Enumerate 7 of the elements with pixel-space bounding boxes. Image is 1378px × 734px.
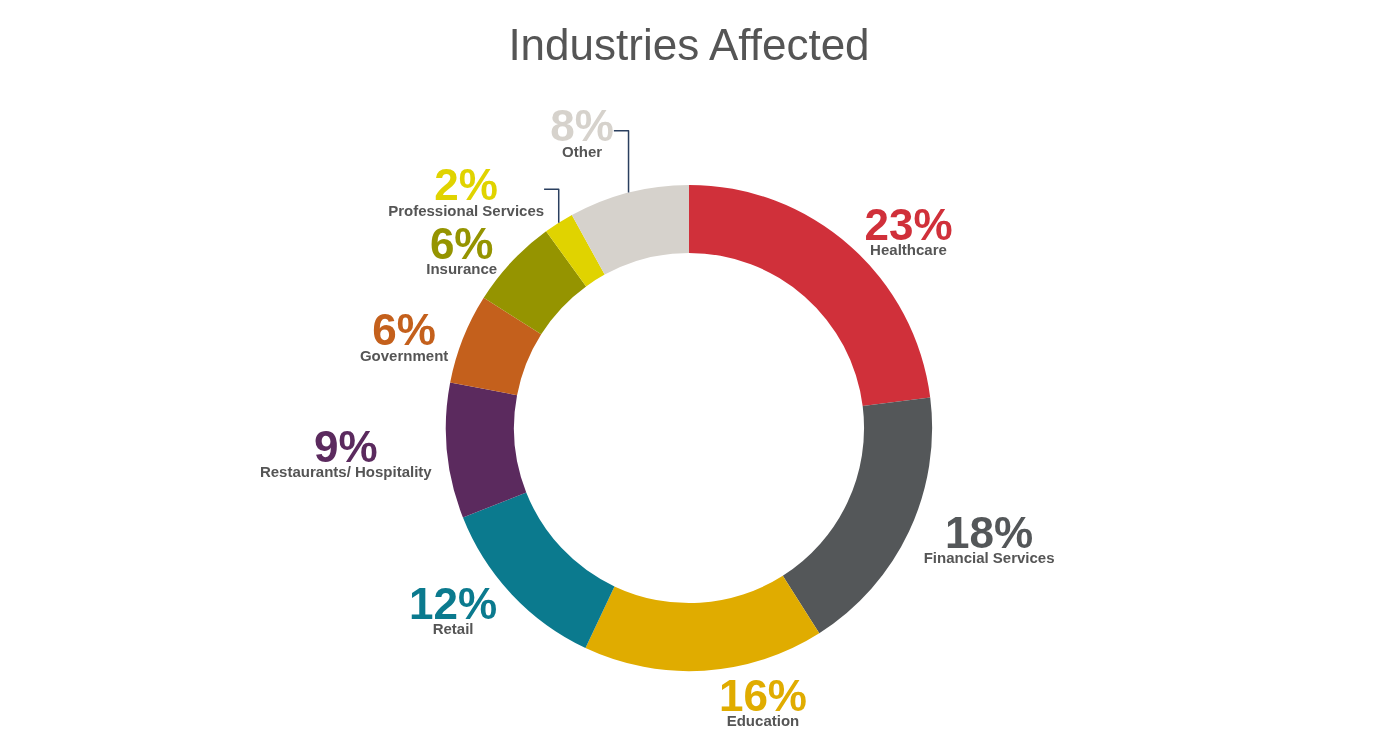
donut-slice [546,214,605,287]
donut-slice [571,184,689,275]
chart-title: Industries Affected [508,20,870,70]
donut-slice [446,382,527,518]
donut-slice [450,297,542,396]
donut-slice [585,575,820,671]
slice-label: Government [359,346,449,364]
